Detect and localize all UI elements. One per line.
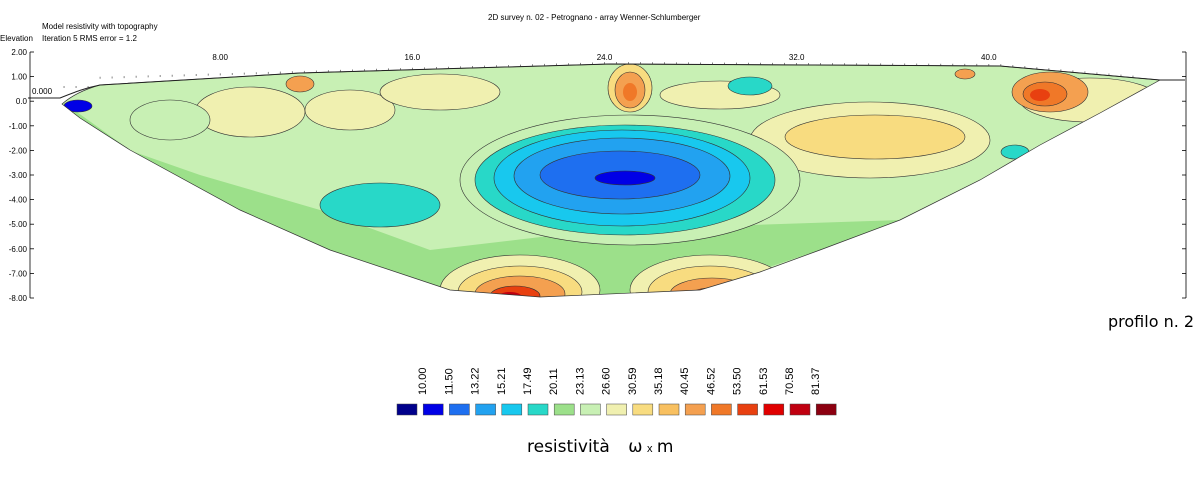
legend-swatch xyxy=(527,403,549,416)
survey-title: 2D survey n. 02 - Petrognano - array Wen… xyxy=(488,13,701,22)
legend-value-label: 46.52 xyxy=(705,367,717,395)
legend-swatch xyxy=(553,403,575,416)
legend-value-label: 26.60 xyxy=(601,367,613,395)
legend-swatches xyxy=(396,403,837,416)
legend-value-label: 35.18 xyxy=(653,367,665,395)
legend-swatch xyxy=(763,403,785,416)
legend-swatch xyxy=(396,403,418,416)
legend-swatch xyxy=(658,403,680,416)
y-axis-ticks: 2.00 1.00 0.0 -1.00 -2.00 -3.00 -4.00 -5.00 -6.0… xyxy=(9,48,1186,303)
y-tick-label: -2.00 xyxy=(9,146,28,155)
legend-value-label: 15.21 xyxy=(496,367,508,395)
model-title: Model resistivity with topography xyxy=(42,22,158,31)
legend-value-label: 10.00 xyxy=(417,367,429,395)
legend-swatch xyxy=(789,403,811,416)
legend-swatch xyxy=(711,403,732,416)
omega-symbol: ω xyxy=(628,437,643,457)
y-tick-label: -5.00 xyxy=(9,220,28,229)
legend-swatch xyxy=(501,403,523,416)
x-tick-label: 40.0 xyxy=(981,53,997,62)
electrode-markers xyxy=(63,62,1134,88)
legend-value-label: 61.53 xyxy=(758,367,770,395)
x-tick-label: 24.0 xyxy=(597,53,613,62)
legend-value-label: 11.50 xyxy=(443,368,455,395)
legend-swatch xyxy=(606,403,627,416)
legend-value-label: 53.50 xyxy=(732,367,744,395)
y-tick-label: 2.00 xyxy=(11,48,27,57)
units-word: resistività xyxy=(527,437,610,457)
topography-line xyxy=(28,63,1185,99)
legend-swatch xyxy=(580,403,601,416)
x-tick-label: 16.0 xyxy=(405,53,421,62)
x-tick-label: 8.00 xyxy=(212,53,228,62)
y-tick-label: 1.00 xyxy=(11,73,27,82)
legend-swatch xyxy=(815,403,837,416)
legend-value-label: 30.59 xyxy=(627,367,639,395)
y-tick-label: 0.0 xyxy=(16,97,28,106)
legend-value-label: 40.45 xyxy=(679,367,691,395)
x-tick-label: 0.000 xyxy=(32,87,53,96)
y-tick-label: -8.00 xyxy=(9,294,28,303)
legend-swatch xyxy=(422,403,444,416)
legend-swatch xyxy=(632,403,654,416)
y-tick-label: -4.00 xyxy=(9,196,28,205)
legend-swatch xyxy=(684,403,706,416)
times-symbol: x xyxy=(646,443,653,455)
y-tick-label: -7.00 xyxy=(9,269,28,278)
x-tick-label: 32.0 xyxy=(789,53,805,62)
legend-value-label: 70.58 xyxy=(784,367,796,395)
y-tick-label: -1.00 xyxy=(9,122,28,131)
y-tick-label: -6.00 xyxy=(9,245,28,254)
legend-swatch xyxy=(449,403,470,416)
legend-value-label: 13.22 xyxy=(470,367,482,395)
y-tick-label: -3.00 xyxy=(9,171,28,180)
iteration-text: Iteration 5 RMS error = 1.2 xyxy=(42,34,137,43)
profile-label: profilo n. 2 xyxy=(1108,312,1195,331)
legend-labels: 10.00 11.50 13.22 15.21 17.49 20.11 23.13 26.60… xyxy=(417,367,822,395)
units-label: resistività ω x m xyxy=(527,437,673,457)
legend-swatch xyxy=(737,403,758,416)
legend-value-label: 23.13 xyxy=(574,367,586,395)
meter-symbol: m xyxy=(656,437,674,457)
legend-value-label: 20.11 xyxy=(548,368,560,395)
legend-value-label: 81.37 xyxy=(810,367,822,395)
legend-value-label: 17.49 xyxy=(522,367,534,395)
elevation-label: Elevation xyxy=(0,34,33,43)
x-axis-ticks: 0.000 8.00 16.0 24.0 32.0 40.0 xyxy=(32,53,997,96)
legend-swatch xyxy=(475,403,496,416)
